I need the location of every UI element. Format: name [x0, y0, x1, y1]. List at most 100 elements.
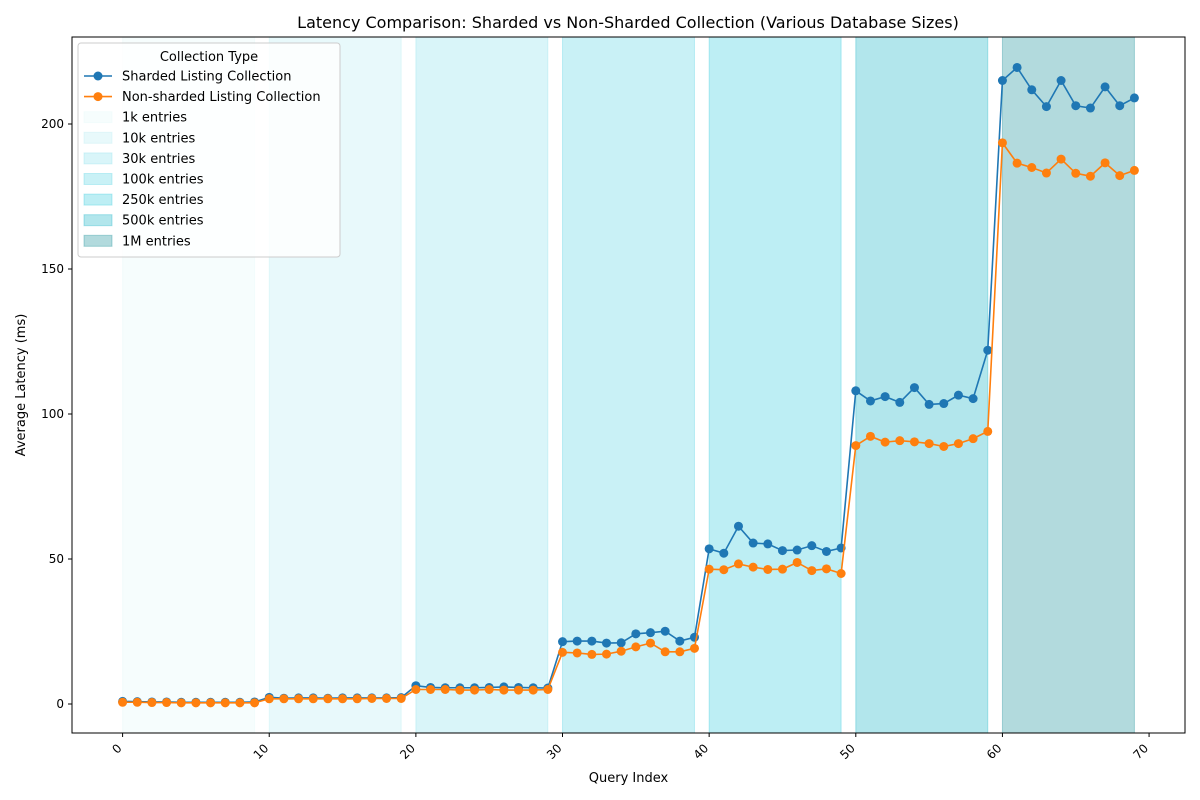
- series-line-1: [122, 140, 1135, 704]
- data-point: [514, 685, 524, 695]
- data-point: [939, 399, 949, 409]
- data-point: [528, 685, 538, 695]
- legend-box: [77, 42, 341, 258]
- legend-band-label: 30k entries: [122, 152, 195, 167]
- y-tick-label: 200: [41, 117, 64, 131]
- size-band-2: [415, 36, 549, 734]
- data-point: [660, 626, 670, 636]
- data-point: [470, 685, 480, 695]
- legend-band-swatch: [83, 173, 113, 185]
- data-point: [616, 638, 626, 648]
- data-point: [777, 564, 787, 574]
- data-point: [602, 649, 612, 659]
- data-point: [704, 544, 714, 554]
- legend-series-label: Non-sharded Listing Collection: [122, 90, 321, 105]
- data-point: [558, 647, 568, 657]
- data-point: [924, 439, 934, 449]
- data-point: [983, 345, 993, 355]
- data-point: [953, 390, 963, 400]
- data-point: [411, 685, 421, 694]
- data-point: [1115, 171, 1125, 181]
- x-axis: 0 10 20 30 40 50 60 70: [109, 733, 1151, 762]
- y-tick-label: 50: [49, 552, 64, 566]
- data-point: [382, 693, 392, 703]
- data-point: [631, 629, 641, 639]
- x-axis-label: Query Index: [589, 771, 669, 786]
- data-point: [1129, 165, 1139, 175]
- legend-band-swatch: [83, 193, 113, 206]
- data-point: [939, 441, 949, 451]
- data-point: [792, 557, 802, 567]
- data-point: [997, 76, 1007, 85]
- data-point: [1100, 158, 1110, 168]
- x-tick-label: 70: [1130, 741, 1151, 762]
- data-point: [763, 539, 773, 549]
- legend-band-swatch: [83, 234, 113, 247]
- data-point: [279, 694, 289, 704]
- x-tick-label: 40: [691, 741, 712, 762]
- data-point: [675, 647, 685, 657]
- data-point: [1115, 101, 1125, 111]
- data-point: [396, 693, 406, 703]
- series-1: [118, 138, 1139, 708]
- data-point: [851, 386, 861, 396]
- plot-frame: [71, 36, 1186, 734]
- data-point: [558, 637, 568, 647]
- data-point: [1027, 85, 1037, 95]
- size-band-6: [1001, 36, 1135, 734]
- x-tick-label: 30: [544, 741, 565, 762]
- data-point: [748, 562, 758, 572]
- data-point: [645, 638, 655, 648]
- data-point: [1071, 168, 1081, 178]
- series-layer: [118, 62, 1139, 708]
- data-point: [968, 394, 978, 404]
- data-point: [807, 541, 817, 551]
- data-point: [1012, 158, 1022, 168]
- data-point: [1056, 154, 1066, 164]
- data-point: [147, 698, 157, 708]
- size-band-3: [562, 36, 695, 734]
- data-point: [206, 698, 216, 708]
- data-point: [1012, 62, 1022, 72]
- legend-band-label: 250k entries: [122, 193, 204, 208]
- legend-band-label: 500k entries: [122, 214, 204, 229]
- data-point: [675, 636, 685, 646]
- data-point: [1085, 171, 1095, 181]
- legend-band-label: 1M entries: [122, 234, 191, 249]
- data-point: [455, 685, 465, 695]
- data-point: [338, 694, 348, 704]
- x-tick-label: 60: [984, 741, 1005, 762]
- data-point: [1100, 82, 1110, 92]
- data-point: [763, 564, 773, 574]
- legend-swatch-marker: [93, 71, 103, 81]
- data-point: [821, 546, 831, 556]
- data-point: [983, 426, 993, 436]
- data-point: [235, 698, 245, 708]
- data-point: [1056, 76, 1066, 85]
- data-point: [909, 383, 919, 393]
- data-point: [777, 546, 787, 556]
- legend-title: Collection Type: [160, 50, 258, 65]
- data-point: [880, 392, 890, 402]
- y-axis-label: Average Latency (ms): [14, 314, 29, 457]
- data-point: [953, 439, 963, 449]
- x-tick-label: 50: [837, 741, 858, 762]
- data-point: [602, 638, 612, 648]
- data-point: [807, 566, 817, 576]
- data-point: [660, 647, 670, 657]
- data-point: [733, 521, 743, 531]
- data-point: [176, 698, 186, 708]
- data-point: [865, 396, 875, 406]
- data-point: [264, 694, 274, 704]
- data-point: [997, 138, 1007, 148]
- data-point: [968, 434, 978, 444]
- data-point: [1071, 101, 1081, 111]
- data-point: [924, 399, 934, 409]
- data-point: [1129, 93, 1139, 103]
- data-point: [323, 694, 333, 704]
- data-point: [719, 548, 729, 558]
- legend-band-swatch: [83, 111, 113, 124]
- data-point: [440, 685, 450, 694]
